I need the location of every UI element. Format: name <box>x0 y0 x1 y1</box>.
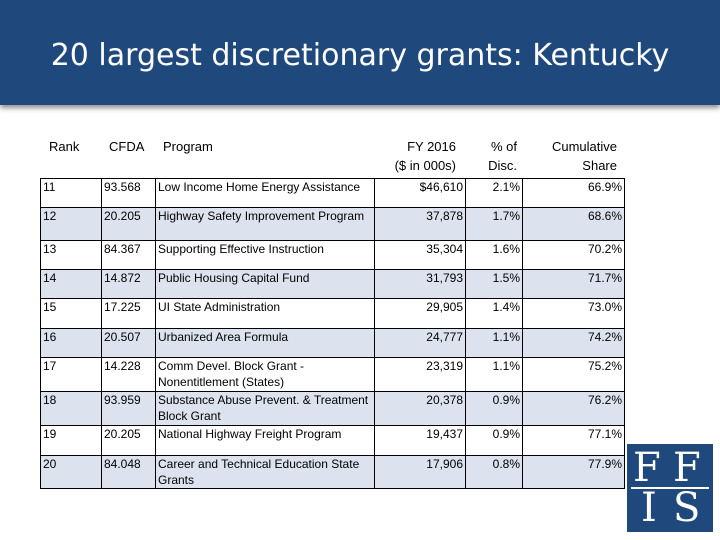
cell-program: Low Income Home Energy Assistance <box>155 178 375 208</box>
table-row: 14 14.872 Public Housing Capital Fund 31,79… <box>40 269 625 299</box>
table-row: 15 17.225 UI State Administration 29,905 1.4… <box>40 298 625 329</box>
cell-cfda: 17.225 <box>101 298 156 329</box>
cell-cumulative: 74.2% <box>522 328 625 358</box>
table-row: 17 14.228 Comm Devel. Block Grant - Nonent… <box>40 357 625 392</box>
cell-pct-disc: 1.4% <box>465 298 523 329</box>
cell-program: Highway Safety Improvement Program <box>155 207 375 241</box>
title-banner: 20 largest discretionary grants: Kentuck… <box>0 0 720 105</box>
header-cum-line1: Cumulative <box>551 139 617 154</box>
cell-pct-disc: 1.6% <box>465 240 523 270</box>
grants-table: 11 93.568 Low Income Home Energy Assistanc… <box>40 178 625 489</box>
cell-cfda: 84.367 <box>101 240 156 270</box>
cell-pct-disc: 1.1% <box>465 328 523 358</box>
cell-fy2016: 23,319 <box>374 357 466 392</box>
cell-cumulative: 68.6% <box>522 207 625 241</box>
cell-fy2016: 29,905 <box>374 298 466 329</box>
cell-cfda: 20.205 <box>101 425 156 456</box>
cell-rank: 12 <box>40 207 102 241</box>
cell-program: Career and Technical Education State Gra… <box>155 455 375 489</box>
cell-cumulative: 76.2% <box>522 391 625 426</box>
cell-rank: 20 <box>40 455 102 489</box>
cell-pct-disc: 1.1% <box>465 357 523 392</box>
cell-rank: 19 <box>40 425 102 456</box>
header-program: Program <box>163 139 213 154</box>
cell-pct-disc: 1.5% <box>465 269 523 299</box>
logo-letter-f1: F <box>633 445 661 491</box>
table-row: 11 93.568 Low Income Home Energy Assistanc… <box>40 178 625 208</box>
header-cum-line2: Share <box>582 158 617 173</box>
cell-cfda: 93.959 <box>101 391 156 426</box>
cell-fy2016: 19,437 <box>374 425 466 456</box>
header-pct-line2: Disc. <box>488 158 517 173</box>
cell-program: UI State Administration <box>155 298 375 329</box>
cell-rank: 15 <box>40 298 102 329</box>
cell-program: Public Housing Capital Fund <box>155 269 375 299</box>
header-cfda: CFDA <box>109 139 145 154</box>
cell-cumulative: 71.7% <box>522 269 625 299</box>
cell-fy2016: 35,304 <box>374 240 466 270</box>
cell-program: National Highway Freight Program <box>155 425 375 456</box>
cell-cfda: 14.228 <box>101 357 156 392</box>
header-fy: FY 2016 ($ in 000s) <box>372 137 456 175</box>
cell-program: Urbanized Area Formula <box>155 328 375 358</box>
cell-fy2016: 17,906 <box>374 455 466 489</box>
cell-fy2016: 37,878 <box>374 207 466 241</box>
logo-divider <box>631 487 709 489</box>
cell-rank: 17 <box>40 357 102 392</box>
cell-cfda: 84.048 <box>101 455 156 489</box>
cell-cfda: 14.872 <box>101 269 156 299</box>
header-pct-line1: % of <box>490 139 517 154</box>
cell-cumulative: 73.0% <box>522 298 625 329</box>
cell-cumulative: 77.9% <box>522 455 625 489</box>
cell-pct-disc: 2.1% <box>465 178 523 208</box>
cell-fy2016: $46,610 <box>374 178 466 208</box>
logo-letter-f2: F <box>673 445 701 491</box>
cell-cumulative: 75.2% <box>522 357 625 392</box>
cell-pct-disc: 1.7% <box>465 207 523 241</box>
header-cumulative: Cumulative Share <box>520 137 617 175</box>
cell-pct-disc: 0.8% <box>465 455 523 489</box>
cell-cfda: 20.507 <box>101 328 156 358</box>
cell-program: Comm Devel. Block Grant - Nonentitlement… <box>155 357 375 392</box>
cell-cumulative: 70.2% <box>522 240 625 270</box>
table-row: 20 84.048 Career and Technical Education S… <box>40 455 625 489</box>
cell-cfda: 93.568 <box>101 178 156 208</box>
cell-fy2016: 20,378 <box>374 391 466 426</box>
cell-rank: 13 <box>40 240 102 270</box>
slide-title: 20 largest discretionary grants: Kentuck… <box>50 38 670 73</box>
header-rank: Rank <box>49 139 80 154</box>
cell-rank: 16 <box>40 328 102 358</box>
header-pct: % of Disc. <box>470 137 517 175</box>
header-fy-line1: FY 2016 <box>407 139 456 154</box>
cell-fy2016: 31,793 <box>374 269 466 299</box>
cell-program: Supporting Effective Instruction <box>155 240 375 270</box>
cell-rank: 11 <box>40 178 102 208</box>
ffis-logo: F F I S <box>627 444 713 532</box>
cell-cumulative: 66.9% <box>522 178 625 208</box>
table-row: 18 93.959 Substance Abuse Prevent. & Treat… <box>40 391 625 426</box>
cell-pct-disc: 0.9% <box>465 425 523 456</box>
table-row: 16 20.507 Urbanized Area Formula 24,777 1.1%… <box>40 328 625 358</box>
header-fy-line2: ($ in 000s) <box>394 158 456 173</box>
table-row: 12 20.205 Highway Safety Improvement Progr… <box>40 207 625 241</box>
logo-letter-i: I <box>641 485 657 531</box>
cell-cumulative: 77.1% <box>522 425 625 456</box>
table-row: 19 20.205 National Highway Freight Program… <box>40 425 625 456</box>
cell-fy2016: 24,777 <box>374 328 466 358</box>
logo-letter-s: S <box>673 485 701 531</box>
cell-rank: 14 <box>40 269 102 299</box>
table-row: 13 84.367 Supporting Effective Instruction… <box>40 240 625 270</box>
cell-pct-disc: 0.9% <box>465 391 523 426</box>
cell-rank: 18 <box>40 391 102 426</box>
cell-cfda: 20.205 <box>101 207 156 241</box>
cell-program: Substance Abuse Prevent. & Treatment Blo… <box>155 391 375 426</box>
